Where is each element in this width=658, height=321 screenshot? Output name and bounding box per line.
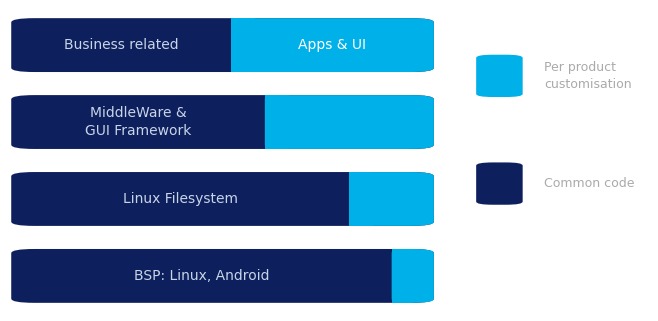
FancyBboxPatch shape <box>476 162 522 205</box>
FancyBboxPatch shape <box>11 95 434 149</box>
FancyBboxPatch shape <box>349 172 434 226</box>
Text: MiddleWare &
GUI Framework: MiddleWare & GUI Framework <box>85 106 191 138</box>
FancyBboxPatch shape <box>265 95 434 149</box>
Text: Per product
customisation: Per product customisation <box>544 61 632 91</box>
FancyBboxPatch shape <box>11 18 434 72</box>
FancyBboxPatch shape <box>231 18 434 72</box>
Bar <box>349 172 373 226</box>
FancyBboxPatch shape <box>476 55 522 97</box>
FancyBboxPatch shape <box>11 249 434 303</box>
Text: Apps & UI: Apps & UI <box>299 38 367 52</box>
Bar <box>392 249 413 303</box>
FancyBboxPatch shape <box>392 249 434 303</box>
Text: Business related: Business related <box>64 38 178 52</box>
Text: Linux Filesystem: Linux Filesystem <box>123 192 238 206</box>
Bar <box>231 18 255 72</box>
FancyBboxPatch shape <box>11 172 434 226</box>
Text: Common code: Common code <box>544 177 634 190</box>
Text: BSP: Linux, Android: BSP: Linux, Android <box>134 269 269 283</box>
Bar <box>265 95 288 149</box>
